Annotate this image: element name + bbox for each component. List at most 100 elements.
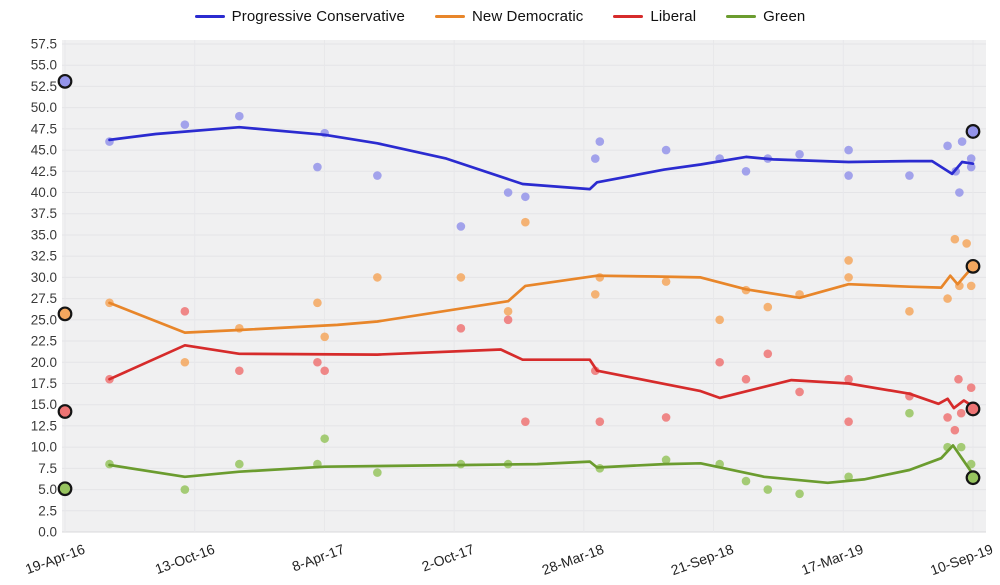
election-marker: [57, 481, 73, 497]
y-tick-label: 25.0: [31, 312, 57, 327]
y-tick-label: 42.5: [31, 164, 57, 179]
legend-line-swatch: [726, 15, 757, 18]
poll-point: [795, 489, 804, 499]
x-tick-label: 13-Oct-16: [153, 541, 217, 577]
y-tick-label: 15.0: [31, 397, 57, 412]
poll-point: [957, 137, 967, 146]
poll-point: [844, 273, 853, 282]
poll-point: [950, 425, 960, 435]
poll-point: [955, 188, 964, 197]
poll-point: [373, 273, 382, 282]
y-tick-label: 17.5: [31, 376, 57, 391]
poll-point: [503, 315, 513, 325]
poll-point: [956, 408, 966, 418]
y-tick-label: 27.5: [31, 291, 57, 306]
poll-point: [590, 154, 600, 163]
poll-point: [595, 137, 605, 146]
poll-point: [521, 417, 530, 426]
y-tick-label: 40.0: [31, 185, 57, 200]
legend-line-swatch: [434, 15, 465, 18]
poll-point: [966, 383, 976, 393]
x-tick-label: 21-Sep-18: [669, 541, 736, 578]
poll-point: [844, 145, 853, 155]
trend-line: [108, 343, 975, 410]
election-marker: [57, 73, 73, 89]
poll-point: [456, 222, 466, 231]
poll-point: [373, 468, 382, 477]
scatter-points: [105, 111, 976, 499]
poll-point: [741, 476, 751, 486]
trend-line: [108, 444, 975, 485]
x-tick-label: 17-Mar-19: [799, 541, 865, 578]
legend-item: Progressive Conservative: [194, 8, 405, 25]
poll-point: [954, 374, 963, 384]
legend-label: New Democratic: [471, 8, 584, 25]
legend-item: New Democratic: [434, 8, 584, 25]
y-tick-label: 5.0: [38, 482, 57, 497]
poll-point: [844, 417, 853, 426]
poll-point: [844, 171, 853, 180]
legend-label: Liberal: [650, 8, 697, 25]
poll-point: [962, 239, 971, 248]
legend-line-swatch: [613, 15, 644, 18]
poll-point: [235, 366, 244, 376]
poll-point: [180, 120, 190, 129]
y-tick-label: 10.0: [31, 440, 57, 455]
y-tick-label: 30.0: [31, 270, 57, 285]
x-axis-labels: 19-Apr-16 13-Oct-16 8-Apr-17 2-Oct-17 28-Mar…: [23, 541, 995, 578]
poll-point: [844, 374, 853, 384]
poll-point: [320, 366, 329, 376]
poll-point: [844, 256, 853, 265]
election-result-markers: [57, 73, 981, 497]
poll-point: [180, 307, 190, 316]
election-marker: [965, 470, 981, 486]
x-tick-label: 8-Apr-17: [290, 541, 347, 575]
chart-legend: Progressive Conservative New Democratic Li…: [0, 8, 1000, 25]
poll-point: [456, 273, 466, 282]
trend-lines: [108, 125, 975, 485]
y-tick-label: 22.5: [31, 334, 57, 349]
y-tick-label: 20.0: [31, 355, 57, 370]
poll-point: [795, 150, 804, 159]
poll-point: [795, 387, 804, 397]
legend-label: Green: [763, 8, 806, 25]
poll-point: [966, 281, 976, 291]
poll-point: [320, 434, 329, 443]
poll-point: [715, 315, 724, 325]
poll-point: [590, 290, 600, 299]
y-tick-label: 37.5: [31, 206, 57, 221]
poll-point: [943, 141, 952, 151]
poll-point: [950, 234, 960, 244]
y-tick-label: 57.5: [31, 37, 57, 52]
poll-point: [661, 145, 671, 155]
poll-point: [715, 357, 724, 367]
poll-point: [521, 192, 530, 202]
poll-point: [313, 298, 322, 308]
election-marker: [965, 258, 981, 274]
poll-point: [320, 332, 329, 342]
poll-point: [905, 171, 914, 180]
y-tick-label: 45.0: [31, 143, 57, 158]
y-tick-label: 52.5: [31, 79, 57, 94]
poll-point: [763, 349, 773, 359]
y-tick-label: 2.5: [38, 503, 57, 518]
poll-point: [503, 307, 513, 316]
y-tick-label: 47.5: [31, 121, 57, 136]
poll-point: [905, 408, 914, 418]
poll-point: [741, 167, 751, 176]
poll-point: [763, 302, 773, 312]
poll-point: [661, 413, 671, 422]
poll-point: [503, 188, 513, 197]
legend-line-swatch: [194, 15, 225, 18]
poll-point: [943, 413, 952, 422]
poll-point: [235, 111, 244, 121]
election-marker: [965, 124, 981, 139]
y-axis-labels: 0.0 2.5 5.0 7.5 10.0 12.5 15.0 17.5 20.0 22.5 25.0…: [31, 37, 57, 540]
poll-point: [741, 374, 751, 384]
poll-point: [661, 455, 671, 465]
legend-label: Progressive Conservative: [231, 8, 405, 25]
y-tick-label: 7.5: [38, 461, 57, 476]
legend-item: Liberal: [613, 8, 696, 25]
